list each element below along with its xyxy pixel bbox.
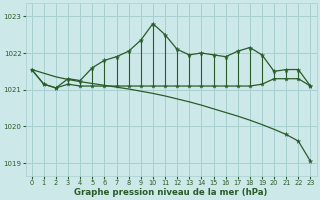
- X-axis label: Graphe pression niveau de la mer (hPa): Graphe pression niveau de la mer (hPa): [74, 188, 268, 197]
